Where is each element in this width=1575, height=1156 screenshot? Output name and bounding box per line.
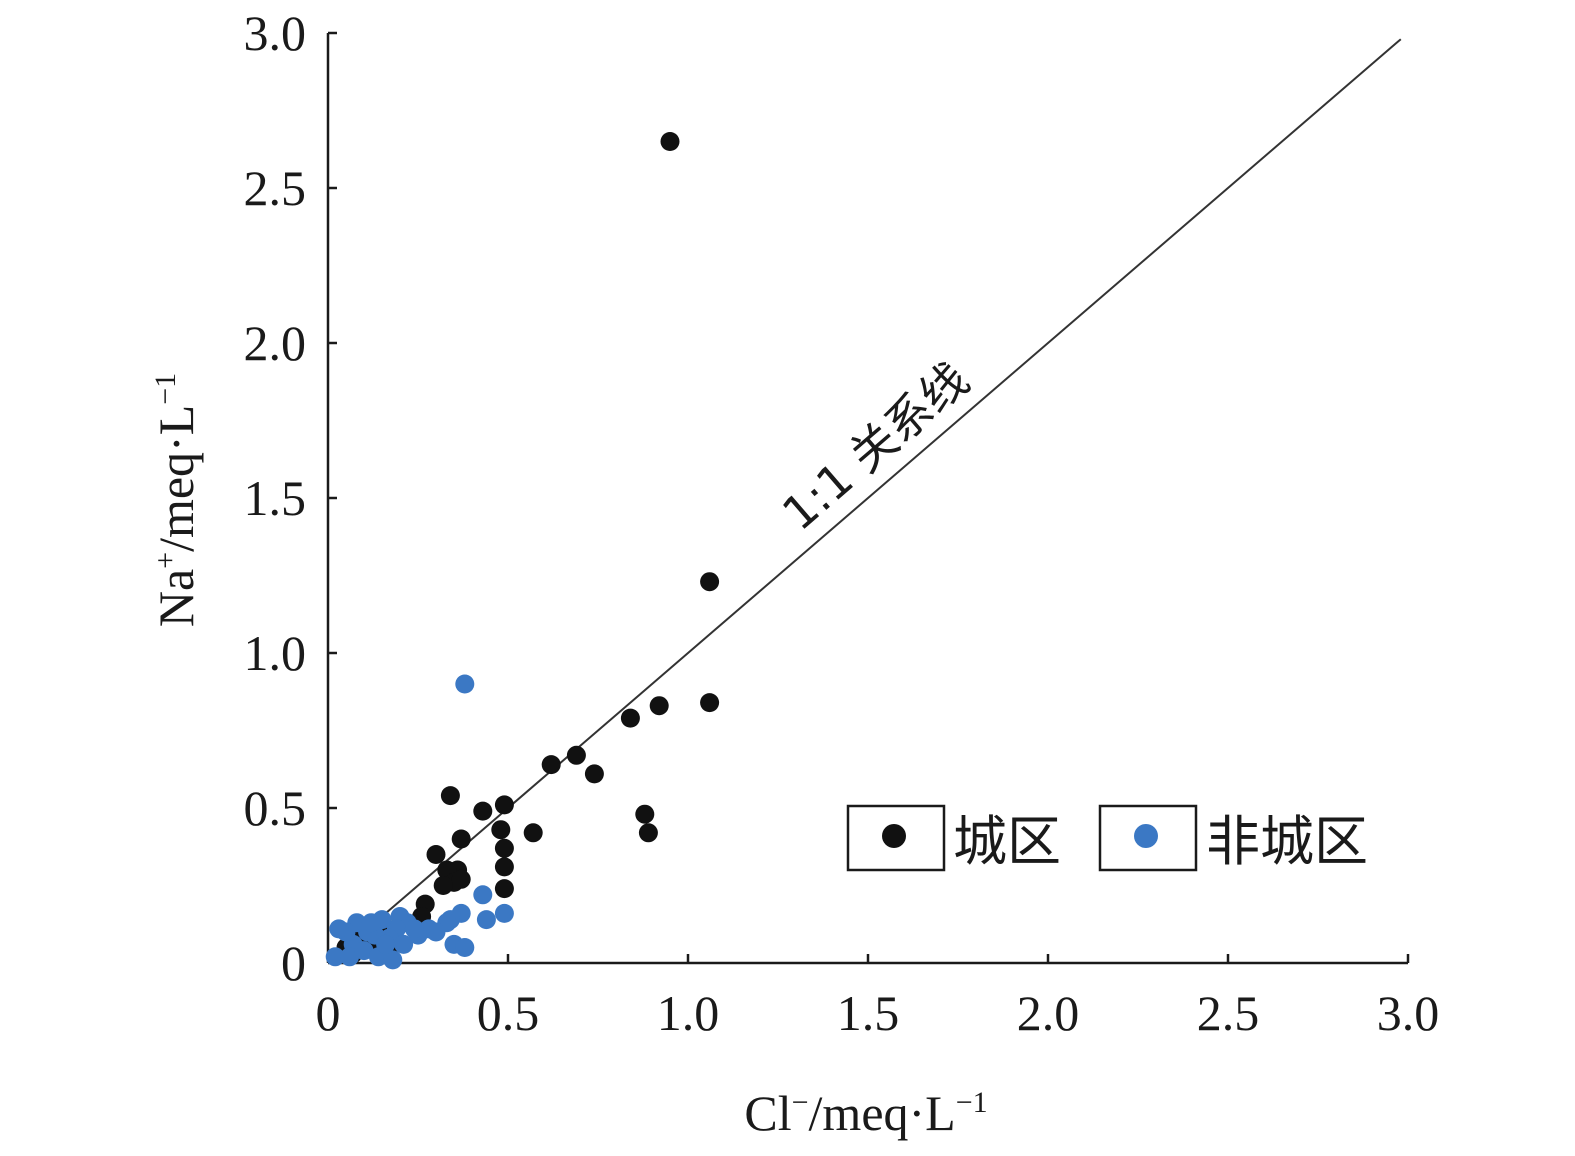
x-tick-label: 1.5 bbox=[837, 985, 900, 1041]
urban-data-point bbox=[473, 801, 493, 821]
y-tick-label: 0.5 bbox=[244, 780, 307, 836]
y-axis-title-sup: + bbox=[149, 552, 182, 569]
legend-label-urban: 城区 bbox=[953, 810, 1061, 873]
legend-marker-urban bbox=[882, 824, 906, 848]
y-axis-title-base: Na bbox=[148, 569, 204, 627]
y-axis-title-sup2: −1 bbox=[149, 373, 182, 405]
y-axis-title: Na+/meq·L−1 bbox=[148, 373, 204, 627]
legend-box-nonurban bbox=[1098, 804, 1198, 872]
urban-data-point bbox=[649, 696, 669, 716]
y-tick-label: 0 bbox=[281, 935, 306, 991]
nonurban-data-point bbox=[426, 922, 446, 942]
urban-data-point bbox=[541, 755, 561, 775]
urban-data-point bbox=[426, 845, 446, 864]
nonurban-data-point bbox=[455, 938, 475, 957]
nonurban-data-point bbox=[383, 950, 403, 970]
urban-data-point bbox=[451, 869, 471, 889]
urban-data-point bbox=[638, 823, 658, 843]
urban-data-point bbox=[635, 804, 655, 824]
urban-data-point bbox=[494, 879, 514, 899]
urban-data-point bbox=[620, 708, 640, 728]
nonurban-data-point bbox=[340, 947, 360, 967]
x-axis-title-base: Cl bbox=[744, 1085, 791, 1141]
y-axis-title-rest: /meq·L bbox=[148, 405, 204, 552]
y-tick-label: 3.0 bbox=[244, 5, 307, 61]
y-tick-label: 2.0 bbox=[244, 315, 307, 371]
x-axis-title-rest: /meq·L bbox=[809, 1085, 956, 1141]
urban-data-point bbox=[433, 876, 453, 895]
x-tick-label: 1.0 bbox=[657, 985, 720, 1041]
x-tick-label: 2.0 bbox=[1017, 985, 1080, 1041]
urban-data-point bbox=[494, 838, 514, 858]
urban-data-point bbox=[700, 693, 720, 713]
urban-data-point bbox=[451, 829, 471, 849]
urban-data-point bbox=[523, 823, 543, 843]
nonurban-data-point bbox=[361, 913, 381, 933]
nonurban-data-point bbox=[404, 919, 424, 939]
legend: 城区 非城区 bbox=[846, 804, 1368, 873]
urban-data-point bbox=[700, 572, 720, 592]
urban-data-point bbox=[491, 820, 511, 840]
y-tick-label: 1.0 bbox=[244, 625, 307, 681]
x-tick-label: 2.5 bbox=[1197, 985, 1260, 1041]
nonurban-data-point bbox=[494, 903, 514, 923]
legend-marker-nonurban bbox=[1134, 824, 1158, 848]
legend-label-nonurban: 非城区 bbox=[1206, 810, 1368, 873]
urban-data-point bbox=[494, 795, 514, 815]
x-axis-title-sup2: −1 bbox=[956, 1086, 988, 1119]
urban-data-point bbox=[494, 857, 514, 877]
nonurban-data-point bbox=[376, 934, 396, 954]
nonurban-data-point bbox=[329, 919, 349, 939]
y-tick-label: 2.5 bbox=[244, 160, 307, 216]
nonurban-data-point bbox=[325, 947, 345, 967]
x-axis-title: Cl−/meq·L−1 bbox=[744, 1085, 987, 1141]
nonurban-data-point bbox=[354, 941, 374, 961]
x-axis-title-sup: − bbox=[792, 1086, 809, 1119]
nonurban-data-point bbox=[455, 674, 475, 694]
x-tick-label: 3.0 bbox=[1377, 985, 1440, 1041]
y-tick-label: 1.5 bbox=[244, 470, 307, 526]
reference-line-label: 1:1 关系线 bbox=[772, 352, 979, 541]
x-tick-label: 0 bbox=[316, 985, 341, 1041]
urban-data-point bbox=[584, 764, 604, 784]
urban-data-point bbox=[440, 786, 460, 806]
nonurban-data-point bbox=[476, 910, 496, 930]
urban-data-point bbox=[660, 132, 680, 151]
nonurban-data-point bbox=[394, 934, 414, 954]
x-tick-label: 0.5 bbox=[477, 985, 540, 1041]
legend-box-urban bbox=[846, 804, 946, 872]
urban-data-point bbox=[566, 745, 586, 765]
nonurban-data-point bbox=[473, 885, 493, 905]
